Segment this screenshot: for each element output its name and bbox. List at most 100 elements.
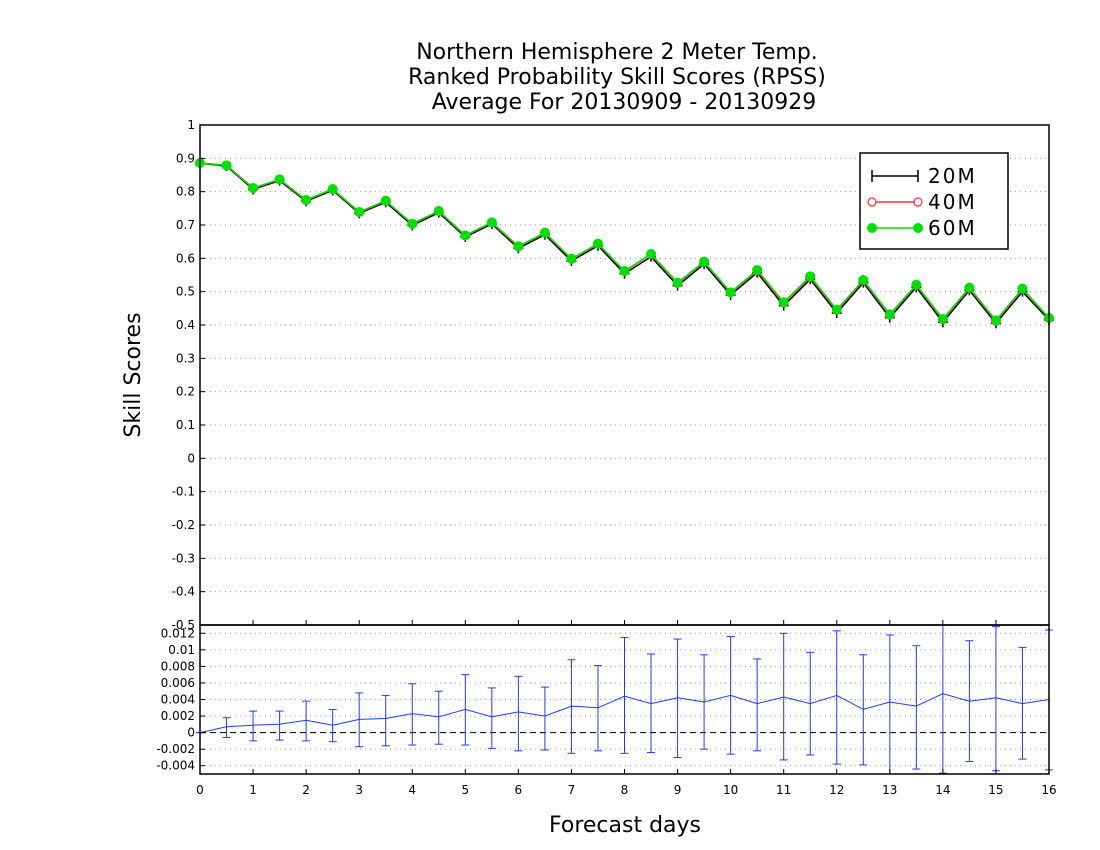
chart-title-line-1: Northern Hemisphere 2 Meter Temp.	[416, 40, 818, 65]
top-y-tick-label: 0.7	[176, 218, 195, 232]
error-bar	[249, 710, 258, 742]
x-tick-label: 2	[302, 783, 310, 797]
x-axis-ticks: 0 1 2 3 4 5 6 7 8 9 10 11 12 13 14 15 16	[196, 620, 1057, 797]
chart-title: Northern Hemisphere 2 Meter Temp. Ranked…	[408, 40, 826, 115]
point-60M	[911, 279, 922, 290]
error-bar	[275, 710, 284, 741]
point-60M	[407, 218, 418, 229]
bottom-y-tick-label: 0.012	[161, 626, 195, 640]
x-axis-title: Forecast days	[549, 813, 701, 838]
difference-line	[199, 693, 1050, 734]
legend-label: 60M	[928, 216, 977, 240]
point-60M	[805, 271, 816, 282]
top-y-tick-label: -0.3	[172, 551, 195, 565]
top-y-tick-label: -0.2	[172, 518, 195, 532]
point-60M	[884, 309, 895, 320]
legend-label: 20M	[928, 164, 977, 188]
top-y-tick-label: 0.3	[176, 351, 195, 365]
x-tick-label: 9	[674, 783, 682, 797]
legend-entry-40M: 40M	[867, 190, 977, 214]
point-60M	[646, 249, 657, 259]
legend-entry-20M: 20M	[871, 164, 977, 188]
point-60M	[433, 206, 444, 216]
chart-title-line-3: Average For 20130909 - 20130929	[432, 90, 817, 115]
error-bar	[912, 645, 921, 770]
point-60M	[274, 174, 285, 185]
top-y-tick-label: 0.5	[176, 285, 195, 299]
x-tick-label: 4	[408, 783, 416, 797]
error-bar	[487, 687, 496, 749]
point-60M	[592, 238, 603, 249]
top-y-tick-label: 0.9	[176, 151, 195, 165]
x-tick-label: 6	[515, 783, 523, 797]
point-60M	[937, 314, 948, 324]
point-60M	[248, 183, 259, 193]
legend-label: 40M	[928, 190, 977, 214]
x-tick-label: 11	[776, 783, 791, 797]
top-y-tick-label: 0.4	[176, 318, 195, 332]
error-bar	[514, 675, 523, 752]
error-bar	[434, 690, 443, 745]
point-60M	[725, 287, 736, 298]
x-tick-label: 8	[621, 783, 629, 797]
y-axis-title: Skill Scores	[121, 312, 146, 437]
x-tick-label: 15	[988, 783, 1003, 797]
point-60M	[566, 253, 577, 264]
top-panel-y-ticks: 1 0.9 0.8 0.7 0.6 0.5 0.4 0.3 0.2 0.1 0 -0.1 -0.2 -0.…	[172, 118, 205, 632]
bottom-y-tick-label: -0.002	[156, 742, 195, 756]
top-y-tick-label: 0.8	[176, 185, 195, 199]
point-60M	[539, 227, 550, 238]
bottom-y-tick-label: 0	[187, 726, 195, 740]
point-60M	[619, 266, 630, 276]
error-bar	[753, 658, 762, 752]
x-tick-label: 0	[196, 783, 204, 797]
legend-box	[859, 152, 1009, 250]
x-tick-label: 7	[568, 783, 576, 797]
bottom-y-tick-label: 0.01	[168, 643, 195, 657]
bottom-y-tick-label: 0.006	[161, 676, 195, 690]
top-y-tick-label: -0.4	[172, 585, 195, 599]
error-bar	[302, 700, 311, 742]
bottom-y-tick-label: 0.004	[161, 693, 195, 707]
top-y-tick-label: -0.5	[172, 618, 195, 632]
bottom-panel-series	[196, 625, 1053, 775]
point-60M	[513, 241, 524, 252]
x-tick-label: 1	[249, 783, 257, 797]
point-60M	[486, 217, 497, 228]
x-tick-label: 14	[935, 783, 950, 797]
point-60M	[354, 207, 365, 217]
point-60M	[221, 160, 232, 171]
x-tick-label: 10	[723, 783, 738, 797]
x-tick-label: 12	[829, 783, 844, 797]
error-bar	[381, 694, 390, 747]
x-tick-label: 3	[355, 783, 363, 797]
point-60M	[380, 195, 391, 206]
bottom-y-tick-label: 0.002	[161, 709, 195, 723]
error-bar	[620, 636, 629, 754]
top-y-tick-label: 0.1	[176, 418, 195, 432]
point-60M	[327, 184, 338, 194]
point-60M	[301, 195, 312, 205]
point-60M	[699, 256, 710, 267]
top-y-tick-label: 0.6	[176, 251, 195, 265]
point-60M	[964, 282, 975, 293]
top-y-tick-label: 1	[187, 118, 195, 132]
point-60M	[990, 315, 1001, 326]
chart-title-line-2: Ranked Probability Skill Scores (RPSS)	[408, 65, 826, 90]
bottom-y-tick-label: 0.008	[161, 659, 195, 673]
point-60M	[858, 275, 869, 285]
x-tick-label: 13	[882, 783, 897, 797]
error-bar	[222, 717, 231, 739]
point-60M	[672, 277, 683, 288]
point-60M	[752, 265, 763, 275]
point-60M	[1017, 283, 1028, 294]
top-panel-series	[195, 158, 1054, 329]
bottom-panel-y-ticks: 0.012 0.01 0.008 0.006 0.004 0.002 0 -0.002 -0.0…	[156, 626, 205, 773]
legend-entry-60M: 60M	[867, 216, 977, 240]
bottom-y-tick-label: -0.004	[156, 759, 195, 773]
error-bar	[408, 683, 417, 746]
x-tick-label: 16	[1041, 783, 1056, 797]
top-y-tick-label: -0.1	[172, 485, 195, 499]
point-60M	[831, 304, 842, 315]
